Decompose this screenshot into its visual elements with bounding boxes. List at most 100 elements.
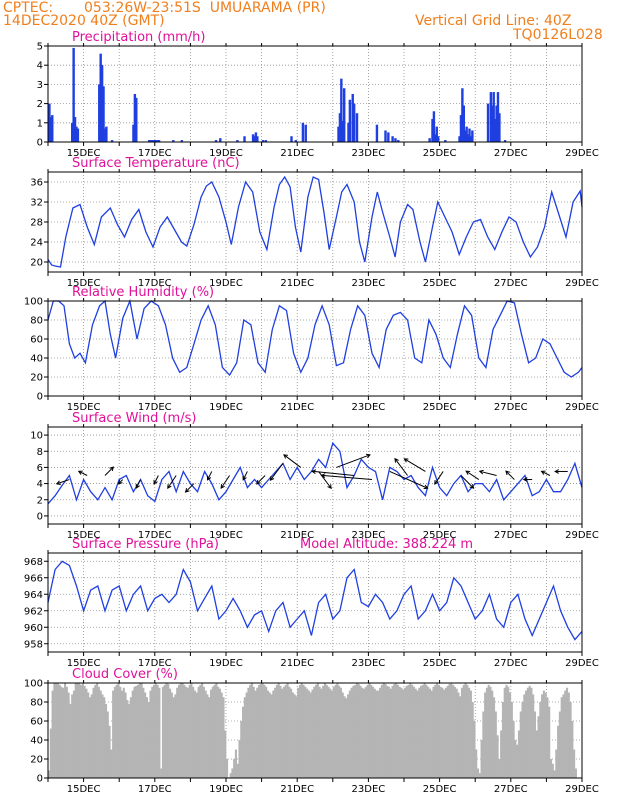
precip-bar xyxy=(102,86,105,142)
wind-arrow-head xyxy=(109,466,115,472)
cloud-bar xyxy=(510,702,513,778)
cloud-bar xyxy=(96,683,99,778)
cloud-y-tick-label: 0 xyxy=(37,774,43,785)
cloud-bar xyxy=(233,759,236,778)
precip-bar xyxy=(342,88,346,142)
pres-panel: Surface Pressure (hPa) Model Altitude: 38… xyxy=(24,537,599,669)
cloud-bar xyxy=(144,692,147,778)
temp-y-tick-label: 32 xyxy=(30,198,43,209)
cloud-bar xyxy=(377,690,380,778)
cloud-bar xyxy=(170,692,173,778)
cloud-bar xyxy=(557,725,560,778)
wind-arrow xyxy=(336,454,371,468)
cloud-bar xyxy=(279,685,282,778)
cloud-bar xyxy=(558,711,561,778)
cloud-bar xyxy=(548,706,551,778)
cloud-y-tick-label: 100 xyxy=(24,679,43,690)
cloud-bar xyxy=(489,686,492,778)
wind-arrow-head xyxy=(554,469,559,474)
pres-frame xyxy=(47,552,583,653)
cloud-bar xyxy=(74,683,77,778)
cloud-bar xyxy=(318,686,321,778)
pres-x-tick-label: 15DEC xyxy=(67,658,101,669)
cloud-bar xyxy=(104,703,108,778)
cloud-bar xyxy=(161,686,164,778)
cloud-bar xyxy=(117,683,120,778)
precip-bar xyxy=(236,140,239,142)
precip-bar xyxy=(180,140,184,142)
wind-arrow-head xyxy=(394,457,399,463)
cloud-bar xyxy=(243,697,246,778)
cloud-bar xyxy=(131,690,134,778)
cloud-bar xyxy=(142,687,145,778)
precip-bar xyxy=(384,130,387,142)
cloud-bar xyxy=(286,683,289,778)
run-date-label: 14DEC2020 40Z (GMT) xyxy=(3,13,165,29)
wind-arrow-head xyxy=(242,475,247,481)
cloud-bar xyxy=(551,763,554,778)
cloud-bar xyxy=(177,684,181,778)
cloud-bar xyxy=(242,706,245,778)
wind-arrow-head xyxy=(478,469,484,475)
cloud-bar xyxy=(320,688,323,778)
cloud-bar xyxy=(55,683,58,778)
wind-arrow xyxy=(479,470,497,476)
cloud-bar xyxy=(345,698,348,778)
wind-arrow-head xyxy=(283,454,288,459)
cloud-bar xyxy=(567,692,570,778)
cloud-bar xyxy=(484,692,487,778)
cloud-bar xyxy=(573,749,576,778)
wind-arrow xyxy=(135,479,142,489)
cloud-bar xyxy=(103,697,106,778)
pres-annotation: Model Altitude: 388.224 m xyxy=(300,537,473,552)
cloud-bar xyxy=(201,683,204,778)
wind-title: Surface Wind (m/s) xyxy=(72,411,196,426)
precip-bar xyxy=(432,111,436,142)
wind-arrow xyxy=(269,463,284,481)
wind-panel: Surface Wind (m/s) 0 2 4 6 8 10 15DEC 17DEC 19DEC… xyxy=(30,411,599,541)
precip-bar xyxy=(76,128,80,142)
cloud-bar xyxy=(85,688,88,778)
temp-x-tick-label: 27DEC xyxy=(494,278,528,289)
precip-title: Precipitation (mm/h) xyxy=(72,30,205,45)
cloud-bar xyxy=(501,702,504,778)
precip-y-tick-label: 2 xyxy=(37,99,43,110)
cloud-bar xyxy=(325,684,328,778)
wind-arrow xyxy=(220,475,230,489)
precip-bar xyxy=(351,94,354,142)
temp-y-tick-label: 24 xyxy=(30,238,43,249)
cloud-bar xyxy=(135,685,138,778)
rh-y-tick-label: 0 xyxy=(37,392,43,403)
cloud-bar xyxy=(352,685,355,778)
cloud-bar xyxy=(336,683,339,778)
wind-y-tick-label: 8 xyxy=(37,447,43,458)
cloud-bar xyxy=(158,687,161,778)
cloud-bar xyxy=(245,692,248,778)
cloud-bar xyxy=(393,683,396,778)
cloud-bar xyxy=(51,690,54,778)
cloud-bar xyxy=(348,690,351,778)
precip-bar xyxy=(264,140,268,142)
precip-y-tick-label: 5 xyxy=(37,42,43,53)
wind-arrow-head xyxy=(220,484,225,489)
cloud-y-tick-label: 80 xyxy=(30,698,43,709)
cloud-bar xyxy=(387,686,391,778)
source-label: CPTEC: xyxy=(3,0,54,16)
rh-y-tick-label: 40 xyxy=(30,354,43,365)
cloud-bar xyxy=(437,684,440,778)
cloud-bar xyxy=(229,773,232,778)
cloud-bar xyxy=(322,685,325,778)
cloud-bar xyxy=(49,728,52,778)
precip-x-tick-label: 21DEC xyxy=(280,148,314,159)
cloud-bar xyxy=(569,702,572,778)
wind-arrow-head xyxy=(135,483,140,489)
precip-bar xyxy=(464,130,467,142)
precip-bar xyxy=(355,113,359,142)
cloud-bar xyxy=(298,684,302,778)
cloud-bar xyxy=(183,684,186,778)
cloud-bar xyxy=(400,687,403,778)
cloud-bar xyxy=(323,683,326,778)
cloud-title: Cloud Cover (%) xyxy=(72,667,178,682)
precip-bar xyxy=(391,136,394,142)
temp-x-tick-label: 23DEC xyxy=(352,278,386,289)
